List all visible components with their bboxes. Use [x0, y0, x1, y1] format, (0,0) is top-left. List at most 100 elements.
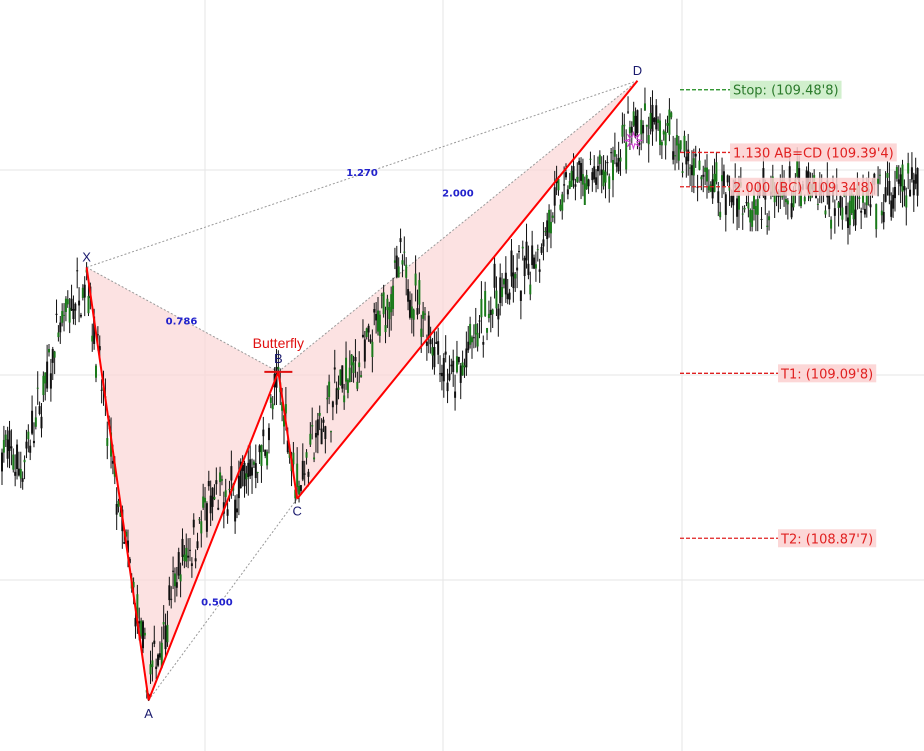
candle-body — [166, 624, 169, 643]
candle-body — [367, 325, 370, 333]
candle-body — [115, 503, 118, 515]
candle-body — [828, 189, 831, 210]
candle-body — [378, 314, 381, 336]
candle-body — [95, 365, 97, 378]
candle-body — [796, 161, 799, 177]
candle-body — [236, 508, 238, 513]
candle-body — [241, 464, 244, 471]
candle-body — [316, 419, 319, 436]
candle-body — [642, 125, 645, 134]
candle-body — [34, 417, 37, 427]
level-label-background — [730, 143, 897, 162]
candle-body — [888, 180, 891, 196]
candle-body — [386, 298, 389, 311]
candle-body — [790, 203, 793, 218]
connector-xd — [86, 80, 638, 268]
candle-body — [613, 150, 616, 157]
pattern-connector-lines — [86, 80, 638, 701]
candle-body — [307, 471, 310, 477]
candle-body — [572, 166, 575, 181]
candle-body — [478, 320, 481, 322]
candle-body — [181, 538, 184, 557]
candle-body — [617, 158, 620, 172]
candle-body — [140, 620, 143, 637]
candle-body — [305, 452, 308, 458]
candle-body — [277, 366, 280, 370]
candle-body — [264, 449, 267, 456]
candle-body — [392, 285, 395, 309]
candle-body — [692, 158, 695, 176]
candle-body — [480, 298, 483, 318]
candle-body — [345, 357, 348, 382]
candle-body — [125, 531, 128, 537]
candle-body — [128, 558, 131, 563]
candle-body — [525, 241, 528, 261]
candle-body — [46, 361, 49, 389]
candle-body — [380, 294, 383, 296]
candle-body — [31, 410, 34, 434]
candle-body — [516, 267, 519, 271]
candle-body — [70, 298, 73, 311]
candle-body — [189, 549, 191, 551]
connector-bd — [278, 80, 638, 373]
leg-bc — [277, 371, 299, 499]
candle-body — [403, 251, 406, 253]
candle-body — [369, 339, 372, 343]
candle-body — [598, 154, 601, 165]
candle-body — [608, 176, 611, 189]
candle-body — [49, 373, 52, 389]
candle-body — [422, 311, 425, 319]
candle-body — [40, 416, 43, 429]
candle-body — [354, 356, 357, 362]
candle-body — [800, 191, 802, 206]
candle-body — [854, 209, 857, 226]
candle-body — [149, 664, 152, 675]
candle-body — [636, 110, 639, 134]
level-label-background — [778, 529, 877, 548]
candle-body — [258, 445, 261, 453]
candle-body — [435, 341, 438, 345]
candle-body — [437, 341, 440, 355]
candle-body — [549, 221, 552, 234]
ratio-labels: 0.786 0.500 2.000 1.270 — [166, 168, 474, 608]
candle-body — [489, 309, 492, 316]
candle-body — [106, 438, 109, 446]
candle-body — [589, 158, 592, 160]
leg-ab — [147, 371, 280, 701]
candle-body — [346, 380, 349, 393]
candle-body — [4, 434, 7, 441]
candle-body — [196, 541, 199, 549]
candle-body — [330, 431, 332, 433]
candle-body — [472, 337, 475, 339]
candle-body — [100, 389, 103, 391]
candle-body — [72, 308, 75, 320]
candle-body — [200, 521, 203, 534]
pattern-point-labels: X A B C D — [82, 63, 642, 721]
candle-body — [202, 496, 205, 508]
candle-body — [914, 174, 917, 184]
candle-body — [448, 373, 451, 381]
candle-body — [245, 473, 248, 480]
candle-body — [461, 362, 464, 376]
candle-body — [593, 166, 596, 180]
candle-body — [55, 313, 58, 315]
level-label: 1.130 AB=CD (109.39'4) — [733, 146, 894, 161]
candle-body — [249, 459, 252, 477]
candle-body — [10, 446, 13, 449]
candle-body — [540, 246, 543, 253]
bcd-triangle — [278, 80, 638, 499]
candle-body — [217, 507, 220, 510]
candle-body — [709, 184, 712, 192]
point-label-x: X — [82, 249, 91, 264]
candle-body — [42, 375, 45, 396]
candle-body — [833, 208, 836, 216]
candle-body — [134, 617, 137, 627]
candle-body — [674, 155, 677, 157]
candle-body — [76, 270, 79, 272]
candle-body — [845, 205, 848, 215]
candle-body — [111, 460, 114, 464]
candle-body — [514, 273, 517, 279]
candle-body — [439, 373, 442, 375]
candle-body — [630, 126, 633, 133]
candle-body — [350, 354, 353, 366]
